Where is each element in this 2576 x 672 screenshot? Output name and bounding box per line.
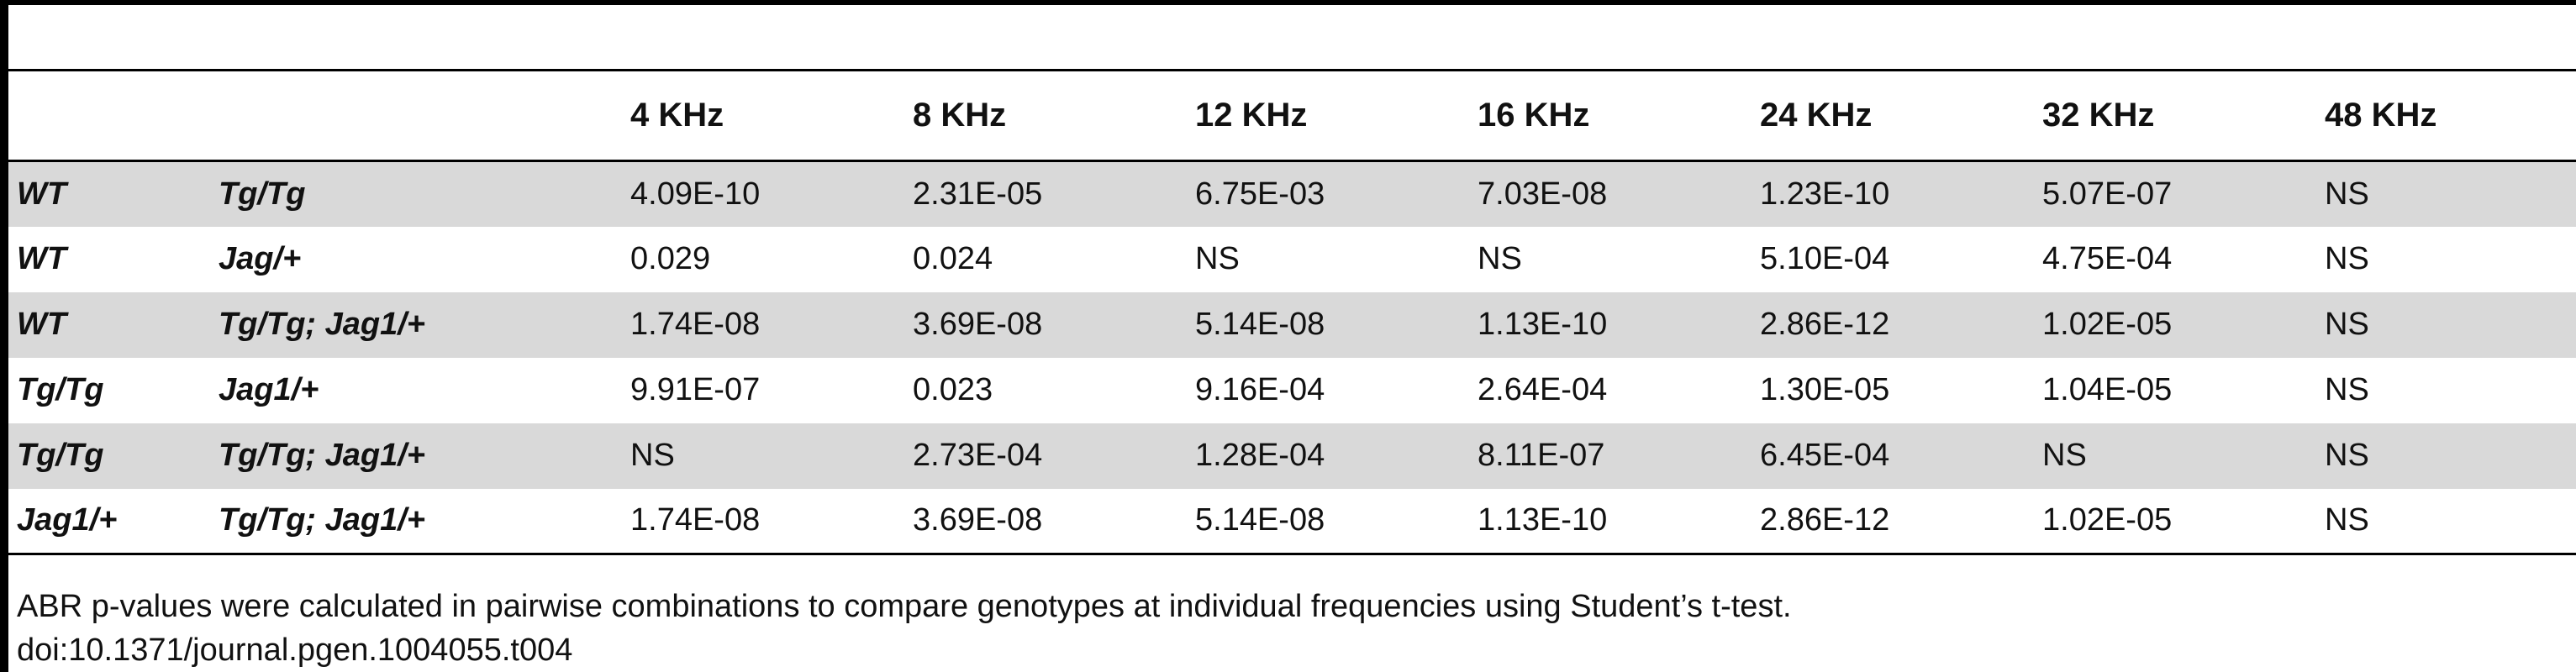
pvalue-cell: 5.14E-08 xyxy=(1187,488,1469,555)
pvalue-table: 4 KHz 8 KHz 12 KHz 16 KHz 24 KHz 32 KHz … xyxy=(8,69,2576,555)
table-row: Tg/Tg Tg/Tg; Jag1/+ NS 2.73E-04 1.28E-04… xyxy=(8,423,2576,489)
pvalue-cell: 2.86E-12 xyxy=(1760,307,1890,342)
pvalue-cell: 5.14E-08 xyxy=(1195,307,1325,342)
table-row: WT Jag/+ 0.029 0.024 NS NS 5.10E-04 4.75… xyxy=(8,227,2576,292)
pvalue-cell: NS xyxy=(2042,438,2087,473)
left-border xyxy=(0,0,8,672)
header-cell-8khz: 8 KHz xyxy=(904,69,1187,162)
table-body: WT Tg/Tg 4.09E-10 2.31E-05 6.75E-03 7.03… xyxy=(8,160,2576,555)
pvalue-cell: 6.75E-03 xyxy=(1195,176,1325,212)
table-row: WT Tg/Tg 4.09E-10 2.31E-05 6.75E-03 7.03… xyxy=(8,160,2576,227)
pvalue-cell: 1.13E-10 xyxy=(1469,488,1752,555)
pvalue-cell: 5.07E-07 xyxy=(2042,176,2173,212)
pvalue-cell: 3.69E-08 xyxy=(904,488,1187,555)
table-row: Jag1/+ Tg/Tg; Jag1/+ 1.74E-08 3.69E-08 5… xyxy=(8,488,2576,555)
top-border xyxy=(0,0,2576,5)
pvalue-cell: 0.023 xyxy=(913,372,993,407)
header-cell-genotype-2 xyxy=(210,69,622,162)
pvalue-cell: NS xyxy=(2325,307,2369,342)
pvalue-cell: NS xyxy=(1195,241,1240,276)
pvalue-cell: NS xyxy=(630,438,675,473)
genotype-a-cell: Tg/Tg xyxy=(17,438,104,473)
header-row: 4 KHz 8 KHz 12 KHz 16 KHz 24 KHz 32 KHz … xyxy=(8,69,2576,162)
genotype-a-cell: Tg/Tg xyxy=(17,372,104,407)
pvalue-cell: 1.13E-10 xyxy=(1478,307,1608,342)
genotype-a-cell: WT xyxy=(17,176,67,212)
genotype-b-cell: Tg/Tg xyxy=(219,176,306,212)
genotype-b-cell: Jag/+ xyxy=(219,241,302,276)
header-cell-24khz: 24 KHz xyxy=(1752,69,2034,162)
pvalue-cell: 1.23E-10 xyxy=(1760,176,1890,212)
genotype-b-cell: Tg/Tg; Jag1/+ xyxy=(219,307,425,342)
pvalue-cell: 2.73E-04 xyxy=(913,438,1043,473)
pvalue-cell: 2.31E-05 xyxy=(913,176,1043,212)
footnote-caption: ABR p-values were calculated in pairwise… xyxy=(17,589,1792,624)
genotype-a-cell: Jag1/+ xyxy=(8,488,210,555)
pvalue-cell: NS xyxy=(2316,488,2576,555)
pvalue-cell: 9.91E-07 xyxy=(630,372,761,407)
header-cell-32khz: 32 KHz xyxy=(2034,69,2316,162)
pvalue-cell: NS xyxy=(2325,372,2369,407)
pvalue-cell: 1.04E-05 xyxy=(2042,372,2173,407)
pvalue-cell: 9.16E-04 xyxy=(1195,372,1325,407)
pvalue-cell: 1.28E-04 xyxy=(1195,438,1325,473)
table-header: 4 KHz 8 KHz 12 KHz 16 KHz 24 KHz 32 KHz … xyxy=(8,69,2576,162)
header-cell-4khz: 4 KHz xyxy=(622,69,904,162)
pvalue-cell: 3.69E-08 xyxy=(913,307,1043,342)
table-row: WT Tg/Tg; Jag1/+ 1.74E-08 3.69E-08 5.14E… xyxy=(8,291,2576,358)
pvalue-cell: 2.64E-04 xyxy=(1478,372,1608,407)
header-cell-48khz: 48 KHz xyxy=(2316,69,2576,162)
genotype-b-cell: Jag1/+ xyxy=(219,372,319,407)
header-cell-genotype-1 xyxy=(8,69,210,162)
pvalue-cell: 1.30E-05 xyxy=(1760,372,1890,407)
table-row: Tg/Tg Jag1/+ 9.91E-07 0.023 9.16E-04 2.6… xyxy=(8,358,2576,423)
pvalue-cell: NS xyxy=(2325,176,2369,212)
pvalue-cell: 1.74E-08 xyxy=(630,307,761,342)
header-cell-16khz: 16 KHz xyxy=(1469,69,1752,162)
genotype-b-cell: Tg/Tg; Jag1/+ xyxy=(219,438,425,473)
pvalue-cell: 1.02E-05 xyxy=(2042,307,2173,342)
pvalue-cell: NS xyxy=(2325,438,2369,473)
pvalue-cell: 1.02E-05 xyxy=(2034,488,2316,555)
footnote-doi: doi:10.1371/journal.pgen.1004055.t004 xyxy=(17,633,573,668)
header-cell-12khz: 12 KHz xyxy=(1187,69,1469,162)
genotype-a-cell: WT xyxy=(17,241,67,276)
pvalue-cell: 1.74E-08 xyxy=(622,488,904,555)
table-footnote: ABR p-values were calculated in pairwise… xyxy=(17,585,1792,672)
pvalue-cell: 4.09E-10 xyxy=(630,176,761,212)
pvalue-cell: 6.45E-04 xyxy=(1760,438,1890,473)
pvalue-cell: 4.75E-04 xyxy=(2042,241,2173,276)
pvalue-cell: 7.03E-08 xyxy=(1478,176,1608,212)
pvalue-cell: 8.11E-07 xyxy=(1478,438,1605,473)
pvalue-cell: NS xyxy=(2325,241,2369,276)
pvalue-cell: 2.86E-12 xyxy=(1752,488,2034,555)
pvalue-cell: 0.029 xyxy=(630,241,711,276)
pvalue-cell: NS xyxy=(1478,241,1522,276)
genotype-b-cell: Tg/Tg; Jag1/+ xyxy=(210,488,622,555)
genotype-a-cell: WT xyxy=(17,307,67,342)
pvalue-cell: 0.024 xyxy=(913,241,993,276)
pvalue-cell: 5.10E-04 xyxy=(1760,241,1890,276)
